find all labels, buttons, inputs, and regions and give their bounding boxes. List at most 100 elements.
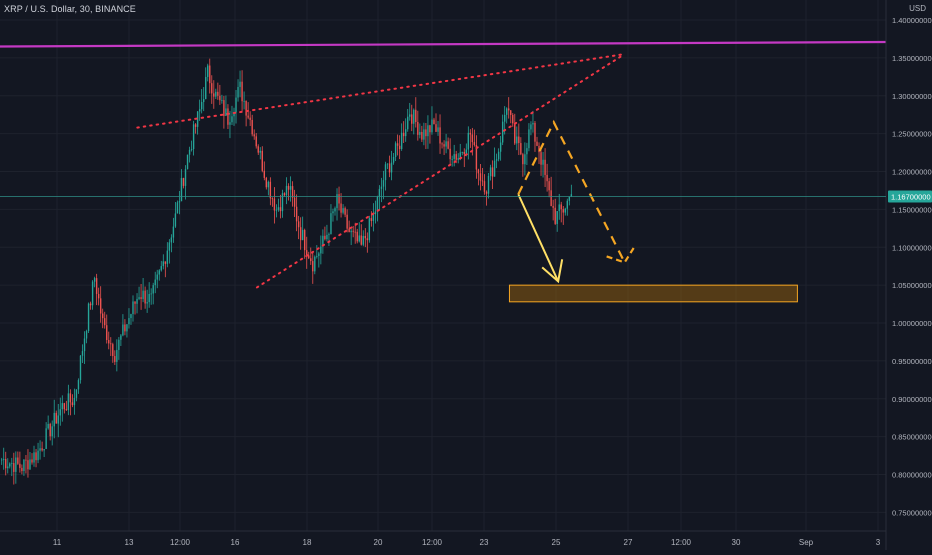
candle-body bbox=[437, 127, 439, 132]
candle-body bbox=[447, 141, 449, 149]
y-tick-label: 1.35000000 bbox=[892, 54, 932, 63]
candle-body bbox=[499, 142, 502, 152]
candle-body bbox=[45, 428, 47, 449]
candle-body bbox=[142, 290, 144, 299]
candle-body bbox=[512, 114, 514, 124]
candle-body bbox=[118, 339, 120, 350]
candle-body bbox=[184, 169, 187, 186]
candle-body bbox=[306, 250, 308, 256]
candle-body bbox=[291, 186, 294, 198]
projection-arrowhead-dashed bbox=[606, 245, 636, 264]
y-tick-label: 1.15000000 bbox=[892, 205, 932, 214]
candle-body bbox=[439, 127, 441, 144]
candle-body bbox=[79, 355, 82, 381]
candle-body bbox=[384, 164, 387, 181]
candle-body bbox=[354, 231, 356, 233]
candle-body bbox=[7, 466, 9, 469]
candle-body bbox=[247, 115, 249, 118]
candle-body bbox=[570, 194, 573, 197]
candle-body bbox=[402, 132, 405, 137]
candle-body bbox=[35, 452, 37, 461]
candle-body bbox=[164, 261, 167, 264]
candle-body bbox=[25, 459, 27, 461]
candle-body bbox=[524, 154, 526, 165]
candle-body bbox=[560, 204, 562, 210]
candle-body bbox=[29, 459, 31, 470]
candle-body bbox=[283, 193, 286, 196]
x-tick-label: 12:00 bbox=[422, 538, 443, 547]
candle-body bbox=[427, 125, 429, 137]
candle-body bbox=[67, 393, 70, 411]
candle-body bbox=[471, 134, 474, 143]
candle-body bbox=[522, 154, 524, 165]
candle-body bbox=[318, 253, 320, 256]
candle-body bbox=[388, 163, 391, 173]
candle-body bbox=[156, 274, 158, 280]
candle-body bbox=[65, 409, 68, 411]
candle-body bbox=[314, 256, 316, 272]
chart-title: XRP / U.S. Dollar, 30, BINANCE bbox=[4, 4, 136, 14]
candle-body bbox=[566, 200, 568, 209]
candle-body bbox=[176, 202, 179, 214]
candle-body bbox=[47, 423, 49, 429]
candle-body bbox=[378, 188, 381, 198]
candle-body bbox=[81, 351, 84, 356]
target-zone-layer bbox=[508, 284, 798, 303]
candle-body bbox=[186, 154, 189, 170]
candle-body bbox=[526, 148, 528, 155]
candle-body bbox=[209, 65, 211, 84]
candle-body bbox=[225, 108, 227, 117]
candle-body bbox=[166, 250, 169, 264]
candle-body bbox=[245, 100, 247, 116]
candle-body bbox=[108, 340, 110, 344]
candle-body bbox=[297, 221, 300, 228]
candle-body bbox=[441, 143, 443, 145]
currency-label: USD bbox=[909, 4, 926, 13]
candle-body bbox=[392, 156, 395, 163]
projection-arrow-solid bbox=[517, 193, 560, 282]
candle-body bbox=[544, 159, 546, 175]
candle-body bbox=[39, 448, 41, 451]
candle-body bbox=[503, 114, 506, 122]
y-tick-label: 0.95000000 bbox=[892, 357, 932, 366]
candle-body bbox=[346, 214, 348, 229]
candle-body bbox=[132, 301, 134, 315]
candle-body bbox=[510, 110, 512, 115]
candle-body bbox=[122, 324, 124, 336]
candle-body bbox=[168, 242, 171, 251]
x-tick-label: 3 bbox=[876, 538, 881, 547]
candle-body bbox=[423, 129, 425, 140]
candle-body bbox=[540, 152, 542, 165]
candle-body bbox=[326, 234, 328, 240]
candle-body bbox=[174, 213, 177, 227]
candle-body bbox=[536, 141, 538, 146]
candle-body bbox=[116, 349, 118, 362]
candle-body bbox=[538, 145, 540, 153]
candle-body bbox=[356, 231, 358, 242]
candle-body bbox=[495, 159, 498, 161]
candle-body bbox=[485, 191, 488, 194]
candle-body bbox=[493, 160, 496, 177]
candle-body bbox=[180, 178, 183, 202]
candle-body bbox=[253, 134, 255, 137]
candle-body bbox=[213, 93, 215, 97]
candle-body bbox=[144, 290, 146, 304]
candles bbox=[1, 58, 573, 485]
candle-body bbox=[342, 208, 344, 213]
candle-body bbox=[211, 83, 213, 94]
candle-body bbox=[419, 131, 421, 135]
candle-body bbox=[203, 99, 205, 103]
candle-body bbox=[364, 235, 366, 239]
candle-body bbox=[241, 81, 243, 102]
candle-body bbox=[483, 181, 486, 192]
candle-body bbox=[93, 278, 96, 282]
x-tick-label: 16 bbox=[231, 538, 240, 547]
candle-body bbox=[73, 397, 76, 406]
candle-body bbox=[277, 207, 280, 210]
candle-body bbox=[497, 151, 500, 160]
candle-body bbox=[338, 194, 340, 204]
candle-body bbox=[130, 314, 132, 319]
candle-body bbox=[69, 393, 72, 403]
